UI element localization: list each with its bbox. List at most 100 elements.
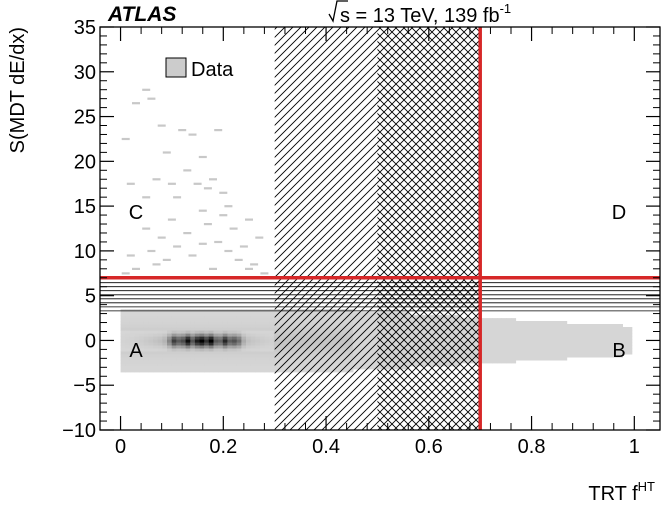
density-cell [246,312,252,316]
density-cell [139,327,145,331]
density-cell [227,315,233,319]
density-cell [613,347,619,352]
density-cell [585,324,591,328]
density-cell [255,356,261,361]
density-cell [185,330,191,334]
density-cell [241,356,247,361]
density-cell [627,339,633,343]
density-cell [176,359,182,364]
density-cell [627,341,633,346]
density-cell [176,321,182,325]
density-cell [134,336,140,340]
density-cell [246,333,252,337]
density-cell [576,347,582,352]
density-cell [260,356,266,361]
density-cell [576,339,582,343]
density-cell [222,365,228,370]
density-cell [515,333,521,337]
density-cell [552,330,558,334]
density-cell [548,327,554,331]
density-cell [255,368,261,373]
density-cell [608,324,614,328]
density-cell [246,344,252,349]
sqrt-icon [328,0,348,23]
density-cell [120,330,126,334]
density-cell [566,339,572,343]
density-cell [255,353,261,358]
density-cell [181,318,187,322]
density-cell [487,330,493,334]
density-cell [153,321,159,325]
density-cell [199,350,205,355]
density-cell [246,336,252,340]
density-cell [232,315,238,319]
density-cell [139,330,145,334]
density-cell [153,347,159,352]
density-cell [487,336,493,340]
density-cell [139,324,145,328]
density-cell [580,353,586,358]
density-cell [264,365,270,370]
density-cell [260,365,266,370]
density-cell [139,350,145,355]
density-cell [125,359,131,364]
density-cell [143,350,149,355]
density-cell [134,324,140,328]
density-cell [171,327,177,331]
density-cell [190,359,196,364]
density-cell [524,333,531,337]
density-cell [515,330,521,334]
density-cell [204,339,210,343]
density-cell [139,356,145,361]
density-cell [181,336,187,340]
density-cell [260,312,266,316]
density-cell [213,353,219,358]
density-cell [120,356,126,361]
density-cell [204,350,210,355]
density-cell [181,324,187,328]
density-cell [515,344,521,349]
density-cell [162,339,168,343]
density-cell [524,341,531,346]
density-cell [185,368,191,373]
density-cell [222,339,228,343]
density-cell [520,333,526,337]
density-cell [199,359,205,364]
data-point [260,272,269,275]
density-cell [608,350,614,355]
density-cell [622,347,628,352]
density-cell [566,344,572,349]
density-cell [255,321,261,325]
density-cell [199,333,205,337]
density-cell [529,333,535,337]
density-cell [492,327,498,331]
density-cell [171,365,177,370]
density-cell [510,347,517,352]
y-tick-label: 10 [74,241,96,263]
density-cell [510,339,517,343]
density-cell [222,330,228,334]
density-cell [501,353,507,358]
density-cell [185,359,191,364]
density-cell [167,321,173,325]
density-cell [538,333,544,337]
density-cell [269,333,275,337]
density-cell [134,341,140,346]
density-cell [157,312,163,316]
density-cell [139,333,145,337]
data-point [121,272,130,275]
density-cell [199,327,205,331]
density-cell [501,339,507,343]
density-cell [269,321,275,325]
density-cell [148,336,154,340]
density-cell [162,350,168,355]
density-cell [208,324,214,328]
density-cell [585,341,591,346]
density-cell [204,324,210,328]
density-cell [260,339,266,343]
density-cell [538,330,544,334]
density-cell [599,330,605,334]
density-cell [199,312,205,316]
density-cell [213,350,219,355]
density-cell [497,321,503,325]
